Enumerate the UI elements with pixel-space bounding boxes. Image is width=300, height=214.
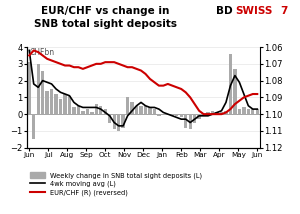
- Bar: [94, 104, 98, 114]
- Bar: [242, 107, 245, 114]
- Bar: [32, 114, 35, 139]
- Bar: [108, 114, 111, 122]
- Text: BD: BD: [216, 6, 232, 16]
- Bar: [144, 106, 147, 114]
- Bar: [188, 114, 192, 129]
- Text: CHFbn: CHFbn: [29, 48, 55, 57]
- Bar: [153, 109, 156, 114]
- Bar: [224, 111, 228, 114]
- Bar: [175, 114, 178, 116]
- Bar: [28, 62, 31, 114]
- Bar: [126, 97, 129, 114]
- Text: SWISS: SWISS: [236, 6, 273, 16]
- Bar: [54, 94, 58, 114]
- Bar: [229, 54, 232, 114]
- Bar: [86, 109, 89, 114]
- Bar: [238, 109, 241, 114]
- Bar: [220, 113, 223, 114]
- Bar: [72, 107, 76, 114]
- Bar: [233, 69, 237, 114]
- Bar: [251, 109, 254, 114]
- Bar: [99, 106, 103, 114]
- Bar: [112, 114, 116, 129]
- Bar: [180, 114, 183, 117]
- Bar: [130, 102, 134, 114]
- Bar: [211, 111, 214, 114]
- Bar: [193, 114, 196, 122]
- Bar: [157, 114, 161, 116]
- Bar: [256, 109, 259, 114]
- Bar: [45, 91, 49, 114]
- Bar: [59, 99, 62, 114]
- Bar: [103, 109, 107, 114]
- Bar: [90, 113, 94, 114]
- Bar: [81, 111, 85, 114]
- Bar: [206, 113, 210, 114]
- Bar: [122, 114, 125, 128]
- Bar: [41, 71, 44, 114]
- Bar: [247, 109, 250, 114]
- Bar: [171, 114, 174, 116]
- Bar: [139, 106, 143, 114]
- Bar: [117, 114, 120, 131]
- Bar: [50, 89, 53, 114]
- Text: EUR/CHF vs change in
SNB total sight deposits: EUR/CHF vs change in SNB total sight dep…: [34, 6, 176, 29]
- Bar: [77, 106, 80, 114]
- Bar: [202, 114, 205, 116]
- Bar: [215, 113, 219, 114]
- Bar: [148, 107, 152, 114]
- Bar: [135, 106, 138, 114]
- Bar: [197, 114, 201, 119]
- Bar: [68, 96, 71, 114]
- Bar: [184, 114, 188, 128]
- Legend: Weekly change in SNB total sight deposits (L), 4wk moving avg (L), EUR/CHF (R) (: Weekly change in SNB total sight deposit…: [30, 172, 203, 196]
- Text: 7: 7: [280, 6, 288, 16]
- Bar: [37, 64, 40, 114]
- Bar: [63, 94, 67, 114]
